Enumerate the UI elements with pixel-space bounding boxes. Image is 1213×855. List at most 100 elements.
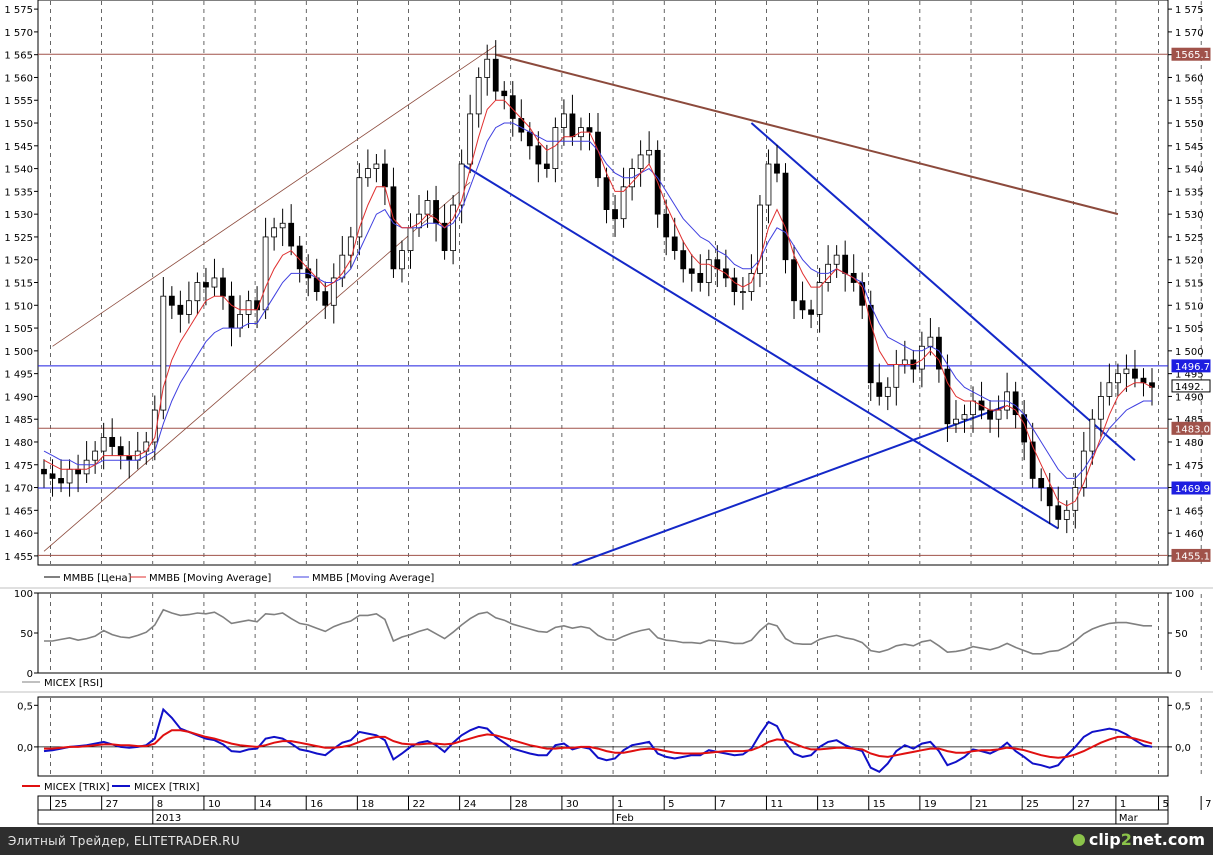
x-tick-label: 18: [361, 799, 374, 810]
x-tick-label: 15: [873, 799, 886, 810]
x-tick-label: 27: [106, 799, 119, 810]
candle-body: [373, 163, 380, 169]
candle-body: [151, 409, 158, 443]
y-tick-label-left: 1 520: [4, 256, 33, 267]
x-tick-label: 1: [1120, 799, 1126, 810]
price-tag-label: 1565.1: [1175, 50, 1210, 61]
candle-body: [194, 282, 201, 302]
candle-body: [1055, 505, 1062, 520]
candle-body: [561, 113, 567, 128]
rsi-plot-area: [37, 592, 1169, 674]
candle-body: [1097, 396, 1104, 420]
candle-body: [100, 437, 107, 452]
trix-red-line: [44, 729, 1153, 759]
candle-body: [543, 163, 550, 169]
y-tick-label-left: 1 525: [4, 233, 33, 244]
candle-body: [1106, 382, 1113, 397]
price-tag: [1171, 421, 1211, 435]
period-label: Feb: [616, 813, 634, 824]
price-tag-label: 1492.: [1175, 382, 1204, 393]
price-plot-area: [37, 0, 1169, 566]
x-tick-label: 28: [515, 799, 528, 810]
x-tick-label: 7: [1205, 799, 1211, 810]
candle-body: [237, 313, 243, 329]
x-tick-label: 1: [617, 799, 623, 810]
y-tick-label-left: 1 475: [4, 461, 33, 472]
candle-body: [663, 213, 670, 238]
y-tick-label-right: 1 495: [1175, 370, 1204, 381]
candle-body: [228, 295, 235, 329]
rsi-legend: MICEX [RSI]: [22, 678, 103, 689]
candle-body: [271, 227, 278, 238]
candle-body: [936, 336, 942, 370]
y-tick-label-right: 1 510: [1175, 301, 1204, 312]
candle-body: [245, 300, 252, 315]
candle-body: [364, 168, 371, 179]
candle-body: [458, 163, 465, 206]
candle-body: [961, 414, 968, 420]
candle-body: [330, 277, 337, 306]
y-tick-label-right: 1 530: [1175, 210, 1204, 221]
brand-part3: net: [1131, 830, 1162, 849]
y-tick-label-left: 1 460: [4, 529, 33, 540]
candle-body: [211, 277, 218, 288]
x-tick-label: 11: [770, 799, 783, 810]
candle-body: [83, 459, 90, 475]
candle-body: [842, 254, 849, 274]
candle-body: [109, 437, 116, 447]
candle-body: [680, 250, 687, 270]
candle-body: [774, 163, 780, 174]
rsi-tick-label-left: 100: [14, 589, 33, 600]
y-tick-label-left: 1 505: [4, 324, 33, 335]
blue-trendline: [572, 404, 1008, 566]
candle-body: [884, 386, 891, 397]
candle-body: [58, 478, 64, 484]
candle-body: [526, 131, 533, 147]
y-tick-label-left: 1 555: [4, 96, 33, 107]
brand-part2: 2: [1120, 830, 1132, 849]
candle-body: [688, 268, 695, 274]
y-tick-label-left: 1 455: [4, 552, 33, 563]
trix-tick-label-left: 0,0: [17, 743, 33, 754]
candle-body: [407, 227, 414, 252]
candle-body: [876, 382, 883, 397]
candle-body: [117, 446, 124, 457]
price-tag-label: 1455.1: [1175, 551, 1210, 562]
blue-trendline: [750, 122, 1136, 461]
rsi-tick-label-left: 50: [20, 629, 33, 640]
y-tick-label-right: 1 555: [1175, 96, 1204, 107]
candle-body: [816, 282, 823, 315]
rsi-tick-label-right: 0: [1175, 669, 1181, 680]
price-tag: [1171, 359, 1211, 373]
blue-trendline: [461, 163, 1059, 530]
candle-body: [671, 236, 678, 252]
trix-blue-line: [43, 707, 1153, 774]
candle-body: [185, 300, 192, 315]
y-tick-label-left: 1 500: [4, 347, 33, 358]
candle-body: [901, 359, 908, 365]
candle-body: [1089, 418, 1096, 452]
price-tag: [1171, 548, 1211, 562]
candle-body: [731, 277, 738, 293]
y-tick-label-right: 1 460: [1175, 529, 1204, 540]
y-tick-label-right: 1 570: [1175, 28, 1204, 39]
y-tick-label-right: 1 500: [1175, 347, 1204, 358]
candle-body: [808, 309, 814, 315]
y-tick-label-right: 1 480: [1175, 438, 1204, 449]
brand-part4: .com: [1161, 830, 1205, 849]
legend-trix-blue-label: MICEX [TRIX]: [134, 782, 200, 793]
candle-body: [1115, 373, 1121, 384]
trix-tick-label-right: 0,0: [1175, 743, 1191, 754]
brand-logo[interactable]: clip2net.com: [1072, 830, 1205, 849]
x-tick-label: 7: [719, 799, 725, 810]
candle-body: [441, 222, 448, 252]
candle-body: [1046, 487, 1053, 507]
x-tick-label: 8: [157, 799, 163, 810]
candle-body: [927, 336, 934, 347]
y-tick-label-left: 1 530: [4, 210, 33, 221]
y-tick-label-left: 1 575: [4, 5, 33, 16]
y-tick-label-right: 1 490: [1175, 392, 1204, 403]
candle-body: [893, 364, 900, 388]
footer-credit: Элитный Трейдер, ELITETRADER.RU: [8, 834, 240, 848]
x-tick-label: 5: [668, 799, 674, 810]
